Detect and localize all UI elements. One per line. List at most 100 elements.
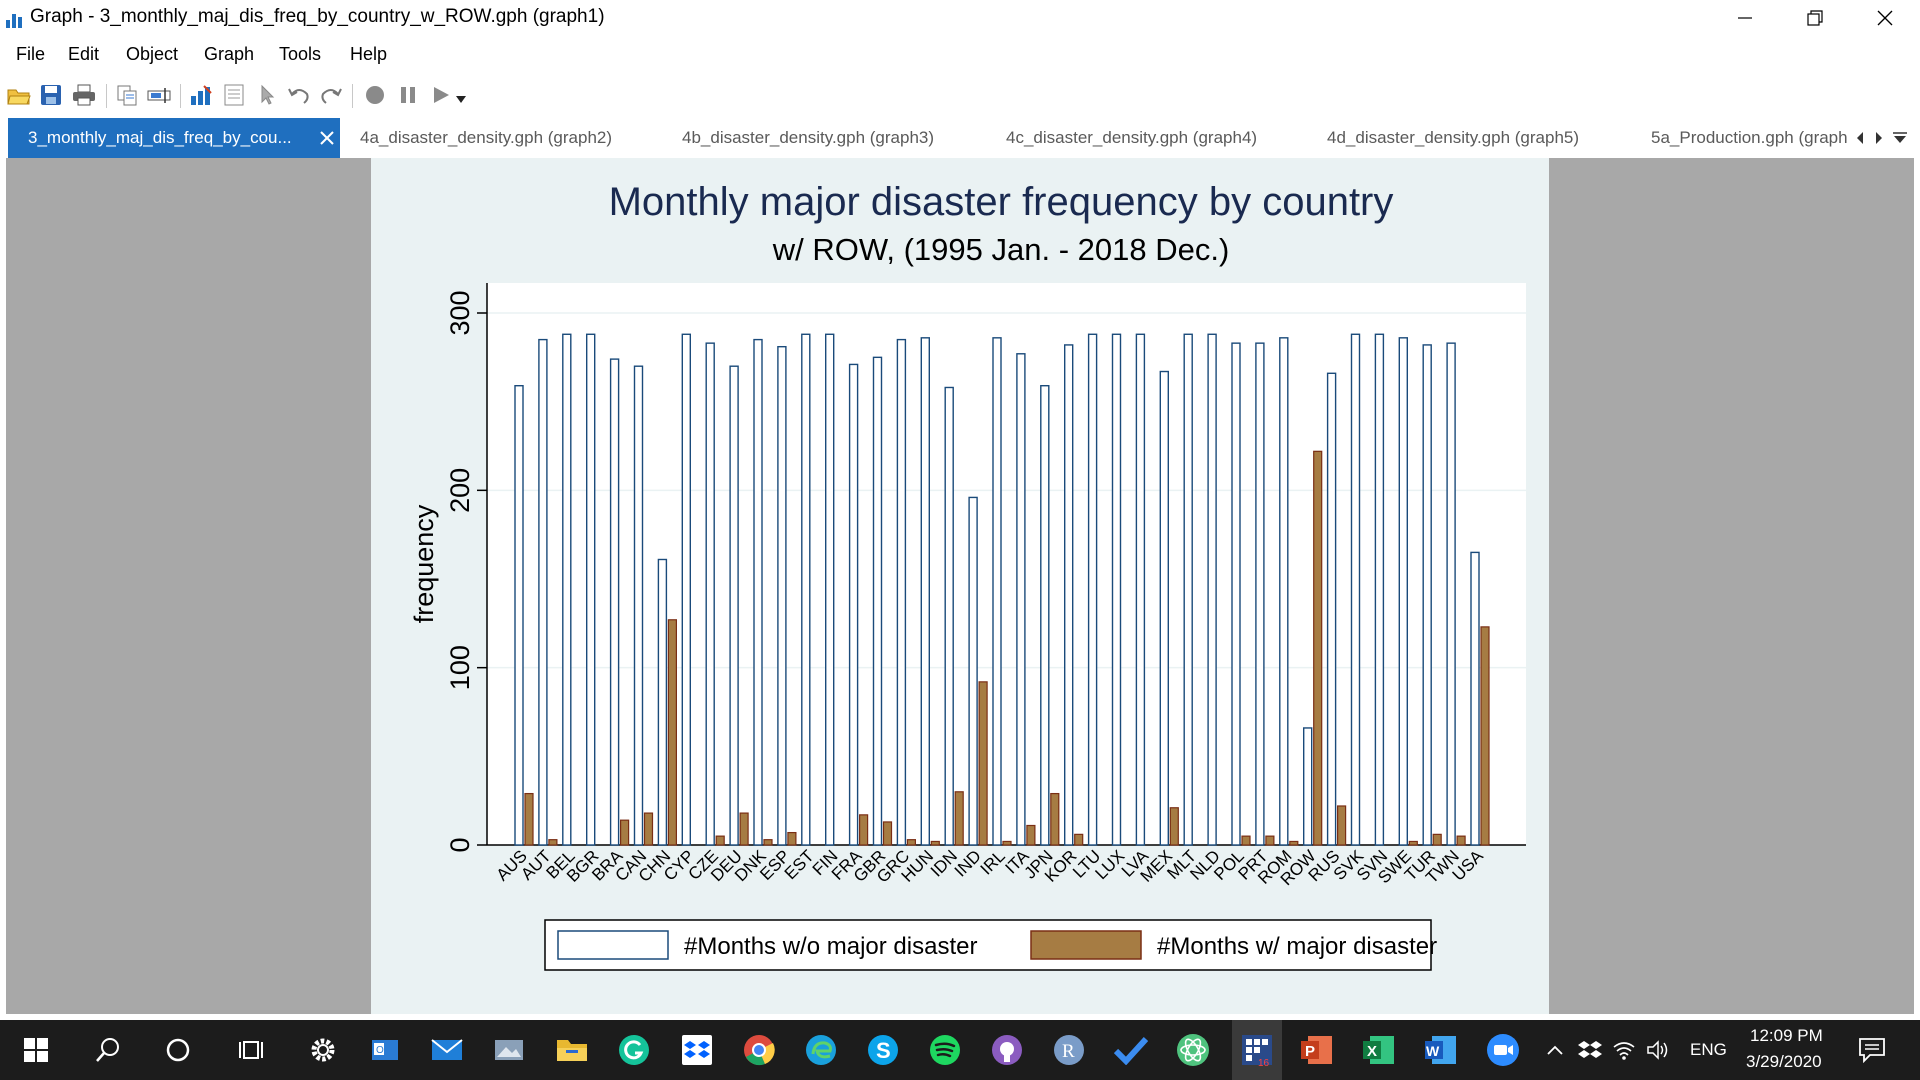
bar-no-disaster-bel: [562, 333, 572, 846]
zoom-button[interactable]: [1483, 1030, 1523, 1070]
tab-graph3[interactable]: 4b_disaster_density.gph (graph3): [682, 118, 952, 158]
bar-no-disaster-grc: [896, 338, 907, 846]
pointer-icon: [261, 84, 275, 105]
menu-edit[interactable]: Edit: [68, 44, 100, 64]
action-center-button[interactable]: [1852, 1030, 1892, 1070]
zoom-icon: [1487, 1034, 1519, 1066]
save-button[interactable]: [38, 82, 64, 108]
dropbox-icon: [1578, 1041, 1602, 1058]
chart-subtitle: w/ ROW, (1995 Jan. - 2018 Dec.): [772, 232, 1230, 267]
tab-graph5[interactable]: 4d_disaster_density.gph (graph5): [1327, 118, 1597, 158]
bar-no-disaster-fin: [825, 333, 835, 846]
r-button[interactable]: R: [1049, 1030, 1089, 1070]
record-button[interactable]: [362, 82, 388, 108]
menu-object[interactable]: Object: [126, 44, 179, 64]
minimize-button[interactable]: [1710, 0, 1780, 36]
bar-no-disaster-kor: [1064, 344, 1074, 846]
bar-no-disaster-swe: [1398, 337, 1409, 846]
bar-disaster-chn: [667, 619, 677, 846]
close-tab-button[interactable]: [312, 118, 342, 158]
mail-button[interactable]: [427, 1030, 467, 1070]
outlook-button[interactable]: O: [365, 1030, 405, 1070]
undo-button[interactable]: [286, 82, 312, 108]
start-button[interactable]: [16, 1030, 56, 1070]
photos-button[interactable]: [489, 1030, 529, 1070]
settings-button[interactable]: [303, 1030, 343, 1070]
tab-graph2[interactable]: 4a_disaster_density.gph (graph2): [360, 118, 630, 158]
chrome-icon: [744, 1035, 775, 1066]
redo-button[interactable]: [318, 82, 344, 108]
windows-start-icon: [24, 1038, 48, 1062]
skype-button[interactable]: S: [863, 1030, 903, 1070]
bar-no-disaster-jpn: [1040, 385, 1050, 846]
y-axis-label: frequency: [409, 504, 439, 623]
search-button[interactable]: [88, 1030, 128, 1070]
tab-graph4[interactable]: 4c_disaster_density.gph (graph4): [1006, 118, 1276, 158]
tab-scroll-right-button[interactable]: [1871, 128, 1887, 148]
svg-text:W: W: [1426, 1043, 1440, 1059]
bar-disaster-bra: [620, 819, 630, 846]
clock-time[interactable]: 12:09 PM: [1750, 1026, 1823, 1045]
bar-disaster-aus: [524, 792, 534, 846]
copy-button[interactable]: [114, 82, 140, 108]
spotify-button[interactable]: [925, 1030, 965, 1070]
rename-button[interactable]: [146, 82, 172, 108]
restore-button[interactable]: [1780, 0, 1850, 36]
file-explorer-button[interactable]: [552, 1030, 592, 1070]
menu-help[interactable]: Help: [350, 44, 388, 64]
print-button[interactable]: [71, 82, 97, 108]
tab-list-dropdown-button[interactable]: [1892, 128, 1908, 148]
github-icon: [992, 1035, 1022, 1065]
data-editor-button[interactable]: [221, 82, 247, 108]
menu-file[interactable]: File: [16, 44, 46, 64]
excel-button[interactable]: X: [1359, 1030, 1399, 1070]
dropbox-button[interactable]: [677, 1030, 717, 1070]
graph-editor-icon: [191, 85, 212, 105]
clock-date[interactable]: 3/29/2020: [1746, 1052, 1822, 1071]
open-button[interactable]: [6, 82, 32, 108]
menu-graph[interactable]: Graph: [204, 44, 255, 64]
edge-button[interactable]: [801, 1030, 841, 1070]
bar-disaster-gbr: [882, 821, 893, 846]
wifi-tray-button[interactable]: [1610, 1030, 1638, 1070]
github-button[interactable]: [987, 1030, 1027, 1070]
tab-label: 4a_disaster_density.gph (graph2): [360, 128, 613, 147]
grammarly-button[interactable]: [614, 1030, 654, 1070]
todo-button[interactable]: [1111, 1030, 1151, 1070]
chrome-button[interactable]: [739, 1030, 779, 1070]
legend-label-disaster: #Months w/ major disaster: [1157, 933, 1437, 960]
undo-icon: [288, 88, 309, 104]
pause-button[interactable]: [395, 82, 421, 108]
spotify-icon: [930, 1035, 960, 1065]
svg-text:S: S: [876, 1038, 891, 1063]
bar-disaster-cze: [715, 835, 725, 846]
bar-disaster-tur: [1432, 833, 1442, 846]
stata-taskbar-button[interactable]: [1232, 1020, 1282, 1080]
task-view-button[interactable]: [231, 1030, 271, 1070]
legend-box: [544, 919, 1432, 971]
volume-tray-button[interactable]: [1644, 1030, 1672, 1070]
rename-icon: [147, 88, 171, 103]
cortana-button[interactable]: [158, 1030, 198, 1070]
word-button[interactable]: W: [1421, 1030, 1461, 1070]
title-bar: Graph - 3_monthly_maj_dis_freq_by_countr…: [0, 0, 1920, 36]
menu-tools[interactable]: Tools: [279, 44, 322, 64]
bar-disaster-swe: [1408, 840, 1418, 846]
powerpoint-button[interactable]: P: [1297, 1030, 1337, 1070]
close-window-button[interactable]: [1850, 0, 1920, 36]
bar-no-disaster-lux: [1111, 333, 1122, 846]
chevron-left-icon: [1857, 132, 1863, 144]
tab-scroll-left-button[interactable]: [1852, 128, 1868, 148]
show-hidden-icons-button[interactable]: [1545, 1030, 1565, 1070]
svg-text:P: P: [1305, 1043, 1315, 1060]
tab-graph6[interactable]: 5a_Production.gph (graph: [1651, 118, 1851, 158]
graph-editor-button[interactable]: [188, 82, 214, 108]
atom-button[interactable]: [1173, 1030, 1213, 1070]
dropbox-tray-button[interactable]: [1576, 1030, 1604, 1070]
input-language-indicator[interactable]: ENG: [1690, 1040, 1727, 1059]
pointer-button[interactable]: [254, 82, 280, 108]
play-button[interactable]: [428, 82, 454, 108]
edge-icon: [806, 1035, 836, 1065]
play-dropdown-button[interactable]: [454, 92, 468, 106]
tab-graph1[interactable]: 3_monthly_maj_dis_freq_by_cou...: [8, 118, 340, 158]
